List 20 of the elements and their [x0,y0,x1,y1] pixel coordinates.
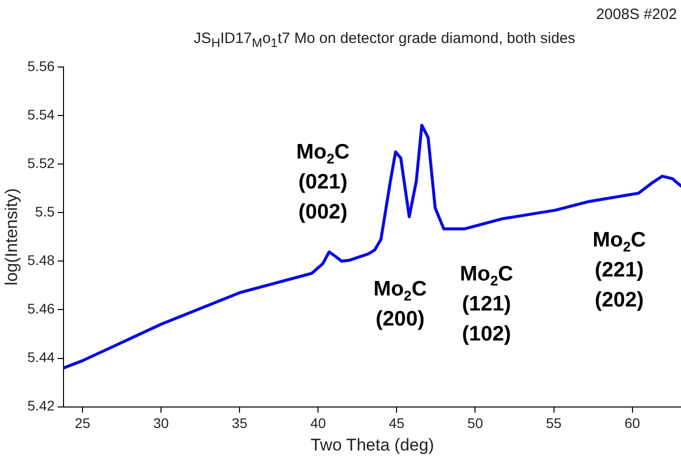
x-axis-title: Two Theta (deg) [310,435,434,454]
y-tick-label: 5.52 [27,154,55,171]
x-tick-label: 25 [74,415,90,432]
x-tick-label: 35 [232,415,248,432]
chart-title: JS$_{H}$ID17$_{M}$o$_{1}$t7 Mo on detector grade diamond, both sides [192,30,576,50]
chart-subtitle: 2008S #202 [596,6,677,23]
x-tick-label: 40 [310,415,326,432]
y-tick-label: 5.48 [27,252,55,268]
x-tick-label: 45 [388,415,405,432]
y-tick-label: 5.44 [27,349,55,366]
y-tick-label: 5.56 [27,58,55,74]
x-tick-label: 60 [624,415,640,432]
y-tick-label: 5.5 [35,203,55,220]
y-tick-label: 5.54 [27,106,55,122]
y-tick-label: 5.42 [27,398,55,414]
y-tick-label: 5.46 [27,300,55,317]
x-tick-label: 55 [546,415,562,432]
x-tick-label: 30 [153,415,170,432]
y-axis-title: log(Intensity) [2,188,21,286]
x-tick-label: 50 [467,415,484,432]
